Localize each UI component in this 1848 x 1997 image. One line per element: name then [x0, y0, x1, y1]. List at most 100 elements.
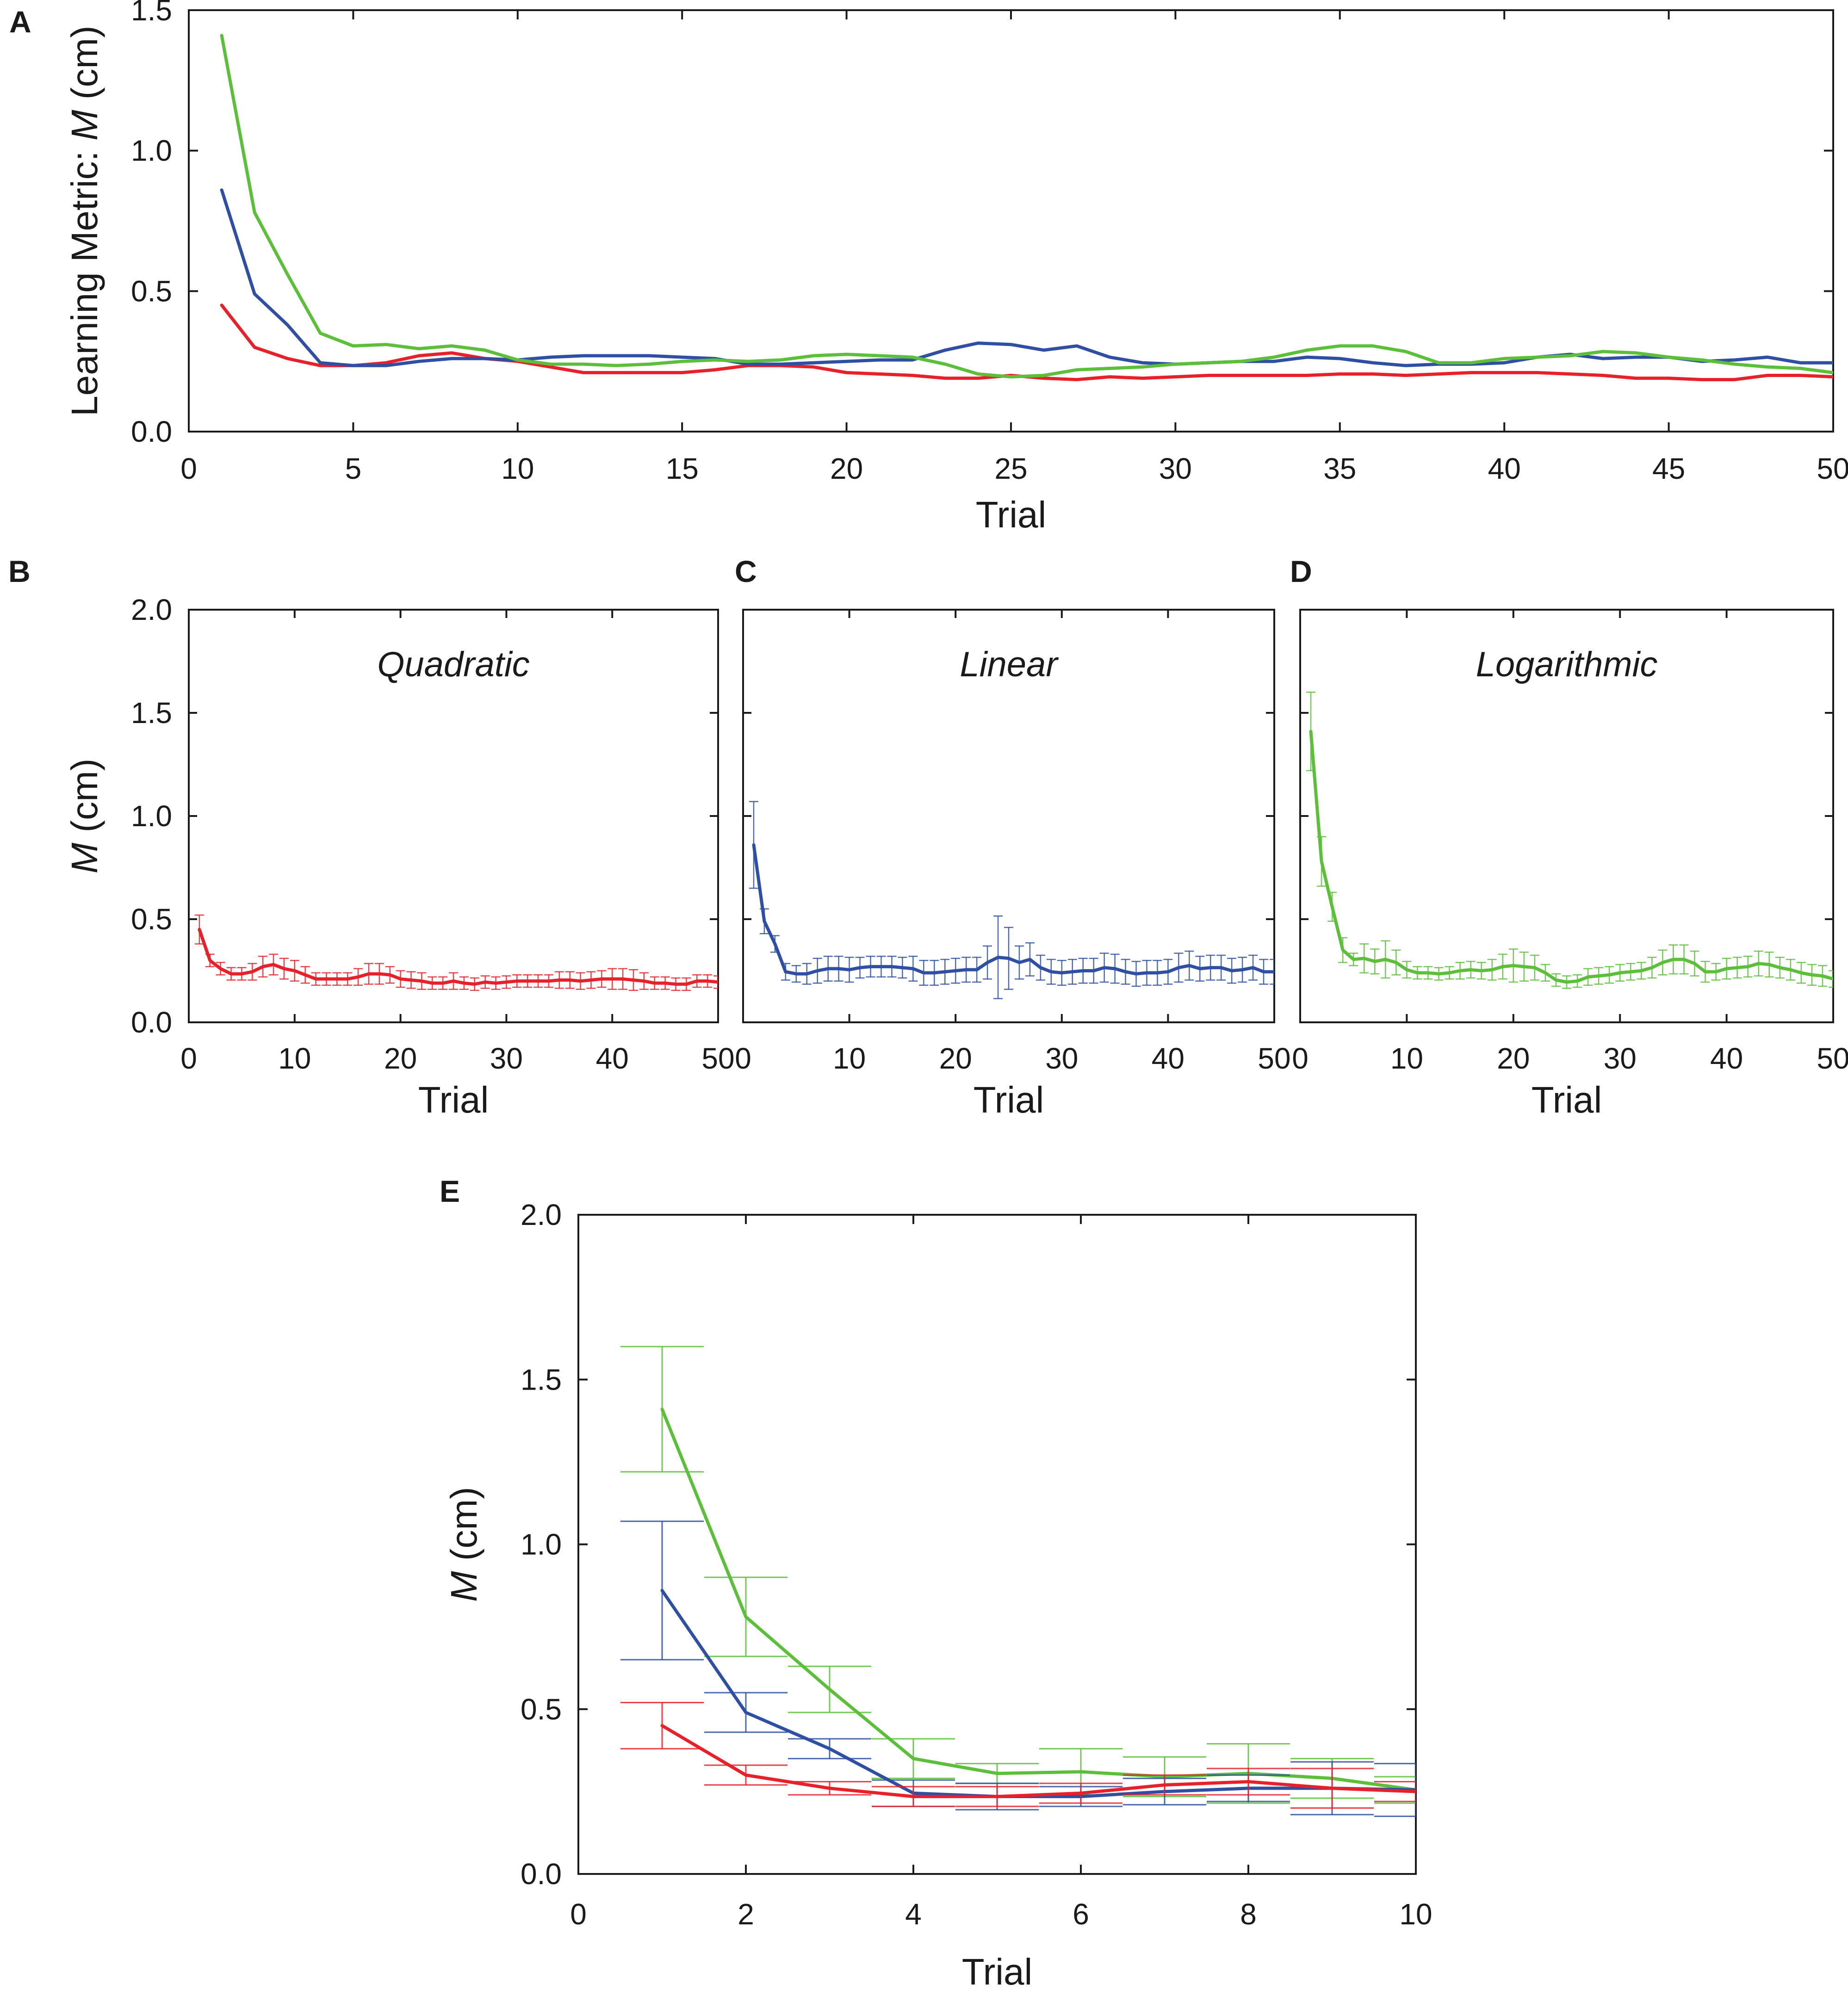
data-point	[254, 212, 255, 213]
x-tick-label: 30	[1159, 452, 1192, 485]
x-tick-label: 0	[180, 452, 197, 485]
data-point	[506, 982, 507, 983]
y-tick-label: 1.5	[131, 0, 172, 27]
x-tick-label: 40	[1152, 1042, 1184, 1075]
x-tick-label: 50	[1817, 1042, 1848, 1075]
x-tick-label: 20	[939, 1042, 972, 1075]
panel-d: D 0 10 20 30 40 50 Trial Logarithmic	[1290, 554, 1848, 1120]
data-point	[1210, 967, 1211, 968]
plot-area	[620, 1346, 1416, 1817]
x-axis-title: Trial	[976, 494, 1047, 535]
data-point	[1208, 375, 1209, 376]
data-point	[1471, 372, 1472, 373]
panel-letter: B	[8, 554, 31, 588]
plot-frame	[188, 9, 1834, 433]
data-point	[1534, 967, 1535, 968]
x-tick-label: 30	[490, 1042, 523, 1075]
data-point	[1405, 351, 1406, 352]
data-point	[902, 967, 903, 968]
x-axis-title: Trial	[974, 1079, 1044, 1120]
panel-a: A 0 5 10 15 20 25 30 35 40 45 50 0.0 0.5 1.0 1.5 Trial Le…	[9, 0, 1848, 535]
x-axis-title: Trial	[962, 1951, 1033, 1992]
y-axis-title-variable: M	[64, 110, 105, 141]
x-tick-label: 0	[735, 1042, 751, 1075]
data-point	[846, 372, 847, 373]
series-line-linear	[752, 843, 1274, 976]
data-point	[1502, 966, 1503, 967]
panel-letter: D	[1290, 554, 1312, 588]
data-point	[1701, 379, 1702, 380]
data-point	[550, 364, 551, 365]
data-point	[1734, 379, 1735, 380]
y-tick-label: 1.5	[521, 1363, 562, 1396]
data-point	[1157, 972, 1158, 973]
data-point	[1449, 972, 1450, 973]
series-quadratic	[620, 1702, 1416, 1809]
y-axis-title-unit: (cm)	[64, 25, 105, 110]
y-axis-title: Learning Metric: M (cm)	[64, 25, 105, 416]
x-tick-label: 0	[180, 1042, 197, 1075]
x-tick-label: 6	[1073, 1898, 1089, 1931]
x-tick-label: 10	[1390, 1042, 1423, 1075]
series-line-logarithmic	[220, 34, 1833, 379]
data-point	[649, 364, 650, 365]
data-point	[1504, 372, 1505, 373]
data-point	[913, 1758, 914, 1759]
data-point	[662, 1590, 663, 1591]
data-point	[1417, 972, 1418, 973]
panel-title: Quadratic	[377, 645, 530, 684]
plot-area	[749, 801, 1274, 999]
series-logarithmic	[620, 1346, 1416, 1804]
x-tick-label: 10	[833, 1042, 866, 1075]
y-axis-title-unit: (cm)	[64, 759, 105, 843]
series-line-logarithmic	[1309, 730, 1833, 984]
data-point	[1178, 967, 1179, 968]
data-point	[997, 1796, 998, 1797]
y-tick-label: 1.5	[131, 696, 172, 730]
x-tick-label: 0	[1292, 1042, 1308, 1075]
data-point	[1321, 861, 1322, 862]
x-tick-label: 10	[278, 1042, 311, 1075]
panel-b: B 0 10 20 30 40 50 0.0 0.5 1.0 1.5 2.0 Trial M (cm) Qu…	[8, 554, 735, 1120]
data-point	[1175, 364, 1176, 365]
series-line-quadratic	[198, 927, 718, 986]
x-tick-label: 30	[1604, 1042, 1637, 1075]
x-tick-label: 2	[738, 1898, 754, 1931]
data-point	[987, 962, 988, 963]
panel-title: Logarithmic	[1476, 645, 1658, 684]
y-tick-label: 2.0	[131, 593, 172, 626]
x-tick-label: 4	[905, 1898, 922, 1931]
data-point	[1189, 965, 1190, 966]
x-tick-label: 20	[830, 452, 863, 485]
data-point	[273, 964, 274, 965]
x-tick-label: 8	[1240, 1898, 1257, 1931]
data-point	[550, 357, 551, 358]
y-axis-title-prefix: Learning Metric:	[64, 141, 105, 416]
data-point	[1072, 971, 1073, 972]
series-line-linear	[660, 1589, 1416, 1799]
plot-area	[194, 914, 718, 991]
x-tick-label: 5	[345, 452, 362, 485]
x-tick-label: 50	[1817, 452, 1848, 485]
x-tick-label: 45	[1652, 452, 1685, 485]
x-tick-label: 20	[1497, 1042, 1530, 1075]
data-point	[616, 372, 617, 373]
data-point	[662, 1725, 663, 1726]
y-axis-title: M (cm)	[443, 1487, 484, 1602]
data-point	[1758, 963, 1759, 964]
data-point	[913, 1796, 914, 1797]
plot-area	[1306, 692, 1833, 989]
data-point	[1537, 357, 1538, 358]
data-point	[320, 365, 321, 366]
y-axis-title-variable: M	[443, 1571, 484, 1602]
data-point	[1694, 963, 1695, 964]
y-axis-title-variable: M	[64, 842, 105, 873]
series-logarithmic	[220, 34, 1833, 379]
y-tick-label: 2.0	[521, 1198, 562, 1231]
data-point	[870, 966, 871, 967]
data-point	[1537, 372, 1538, 373]
y-tick-label: 0.0	[521, 1857, 562, 1891]
x-tick-label: 40	[1488, 452, 1521, 485]
series-line-quadratic	[220, 303, 1833, 382]
